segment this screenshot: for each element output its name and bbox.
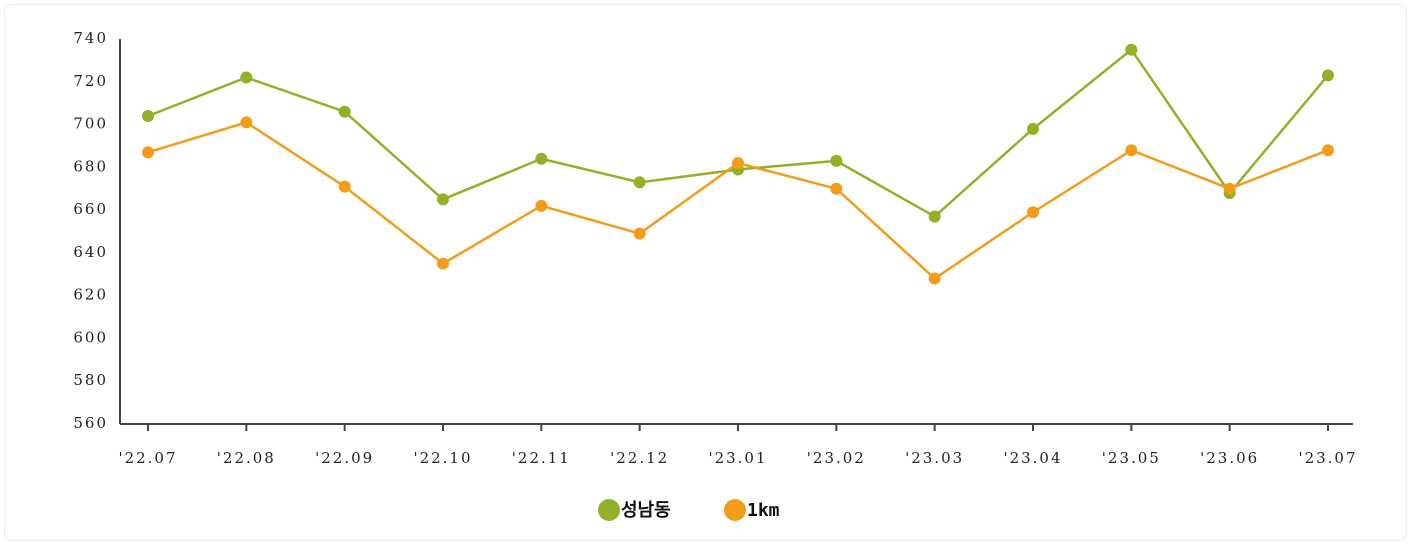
x-tick-label: '22.09	[315, 449, 374, 467]
y-tick-label: 660	[73, 200, 108, 218]
x-tick-label: '23.01	[708, 449, 767, 467]
x-tick-label: '22.12	[610, 449, 669, 467]
series-line	[147, 47, 1329, 219]
x-tick-label: '23.02	[807, 449, 866, 467]
y-tick-label: 600	[73, 328, 108, 346]
point	[1125, 144, 1138, 157]
point	[1322, 69, 1334, 82]
point	[928, 272, 941, 285]
series-line	[147, 121, 1329, 281]
point	[240, 116, 253, 129]
point	[535, 152, 548, 165]
point	[437, 193, 449, 206]
point	[240, 71, 253, 84]
x-tick-label: '23.03	[905, 449, 964, 467]
point	[633, 176, 646, 189]
legend-label: 성남동	[621, 500, 671, 521]
y-tick-label: 620	[73, 286, 108, 304]
y-tick-label: 700	[73, 115, 108, 133]
point	[142, 146, 154, 159]
point	[338, 180, 351, 193]
point	[928, 210, 941, 223]
card	[4, 4, 1407, 541]
x-tick-label: '23.04	[1003, 449, 1062, 467]
legend-swatch	[598, 499, 620, 521]
y-tick-label: 560	[73, 414, 108, 432]
x-tick-label: '22.10	[413, 449, 472, 467]
x-tick-label: '22.07	[118, 449, 177, 467]
y-tick-label: 740	[73, 29, 108, 47]
point	[1223, 182, 1236, 195]
x-tick-label: '23.06	[1200, 449, 1259, 467]
y-tick-label: 680	[73, 157, 108, 175]
point	[1322, 144, 1334, 157]
legend-swatch	[724, 499, 746, 521]
point	[633, 227, 646, 240]
point	[1027, 122, 1039, 135]
point	[830, 154, 843, 167]
x-tick-label: '22.11	[512, 449, 571, 467]
point	[830, 182, 843, 195]
y-tick-label: 580	[73, 371, 108, 389]
x-tick-label: '23.07	[1298, 449, 1357, 467]
x-tick-label: '22.08	[217, 449, 276, 467]
point	[1125, 43, 1138, 56]
point	[142, 110, 154, 122]
point	[535, 199, 548, 212]
point	[1027, 206, 1039, 219]
point	[437, 257, 449, 270]
y-tick-label: 720	[73, 72, 108, 90]
legend-label: 1km	[747, 500, 780, 521]
point	[338, 105, 351, 118]
y-tick-label: 640	[73, 243, 108, 261]
x-tick-label: '23.05	[1102, 449, 1161, 467]
point	[732, 157, 744, 170]
